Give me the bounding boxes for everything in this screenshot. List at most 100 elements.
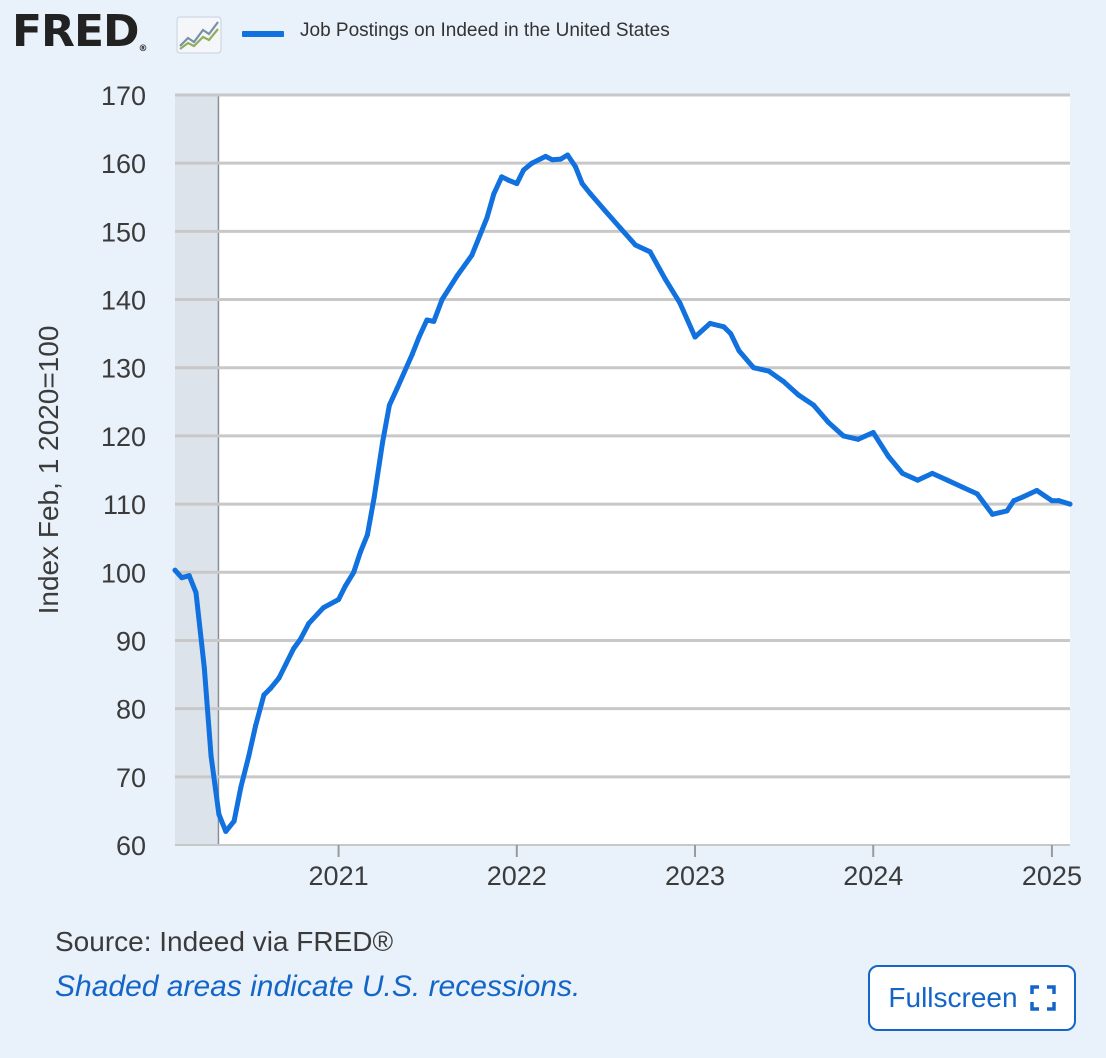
y-axis-label: Index Feb, 1 2020=100 (33, 326, 64, 615)
data-point (261, 692, 267, 698)
source-note: Source: Indeed via FRED® (55, 926, 394, 957)
y-tick-label: 130 (101, 354, 146, 384)
recession-band (175, 95, 219, 845)
data-point (186, 573, 192, 579)
data-point (766, 368, 772, 374)
data-point (617, 225, 623, 231)
fullscreen-label: Fullscreen (888, 982, 1018, 1013)
data-point (728, 331, 734, 337)
data-point (394, 385, 400, 391)
data-point (416, 334, 422, 340)
recession-note[interactable]: Shaded areas indicate U.S. recessions. (55, 970, 581, 1003)
data-point (572, 164, 578, 170)
y-tick-label: 150 (101, 217, 146, 247)
data-point (1049, 498, 1055, 504)
y-tick-label: 170 (101, 81, 146, 111)
y-tick-label: 160 (101, 149, 146, 179)
data-point (223, 828, 229, 834)
data-point (320, 605, 326, 611)
data-point (454, 273, 460, 279)
data-point (246, 753, 252, 759)
data-point (364, 532, 370, 538)
data-point (1011, 498, 1017, 504)
data-point (565, 152, 571, 158)
data-point (231, 818, 237, 824)
data-point (692, 334, 698, 340)
data-point (238, 784, 244, 790)
x-tick-label: 2023 (665, 861, 725, 891)
data-point (677, 300, 683, 306)
data-point (721, 324, 727, 330)
data-point (915, 477, 921, 483)
expand-corners-icon (1029, 985, 1056, 1011)
data-point (208, 753, 214, 759)
legend-swatch (242, 31, 284, 37)
data-point (707, 320, 713, 326)
data-point (193, 590, 199, 596)
data-point (253, 723, 259, 729)
trend-chart-icon (176, 16, 222, 54)
data-point (380, 440, 386, 446)
data-point (431, 318, 437, 324)
data-point (632, 242, 638, 248)
y-tick-label: 140 (101, 286, 146, 316)
data-point (588, 191, 594, 197)
data-point (342, 583, 348, 589)
gridlines (175, 93, 1070, 846)
data-point (276, 675, 282, 681)
y-tick-label: 110 (103, 490, 146, 520)
data-point (885, 453, 891, 459)
data-point (1004, 508, 1010, 514)
y-tick-label: 60 (116, 831, 146, 861)
x-tick-label: 2022 (487, 861, 547, 891)
data-point (959, 484, 965, 490)
y-tick-label: 100 (101, 558, 146, 588)
fullscreen-button[interactable]: Fullscreen (868, 965, 1076, 1031)
data-point (855, 436, 861, 442)
data-point (216, 811, 222, 817)
data-point (469, 252, 475, 258)
data-point (336, 597, 342, 603)
x-tick-label: 2025 (1022, 861, 1082, 891)
data-point (283, 661, 289, 667)
data-point (929, 470, 935, 476)
y-tick-label: 70 (116, 763, 146, 793)
data-point (1067, 501, 1073, 507)
data-point (505, 177, 511, 183)
fred-logo: FRED® (12, 10, 148, 54)
data-point (579, 181, 585, 187)
data-point (989, 511, 995, 517)
data-point (825, 419, 831, 425)
data-point (900, 470, 906, 476)
data-point (543, 153, 549, 159)
data-point (870, 430, 876, 435)
data-point (529, 160, 535, 166)
x-axis-ticks: 2021 2022 2023 2024 2025 (309, 845, 1082, 891)
data-point (796, 392, 802, 398)
data-point (424, 317, 430, 323)
data-point (439, 297, 445, 303)
data-point (840, 433, 846, 439)
data-point (514, 181, 520, 187)
data-point (780, 378, 786, 384)
data-point (297, 636, 303, 642)
data-point (268, 685, 274, 691)
data-point (179, 575, 185, 581)
chart-legend: Job Postings on Indeed in the United Sta… (242, 20, 670, 42)
data-point (306, 620, 312, 626)
data-point (751, 365, 757, 371)
y-tick-label: 80 (116, 695, 146, 725)
data-point (521, 167, 527, 173)
data-point (662, 276, 668, 282)
data-point (409, 351, 415, 357)
data-point (491, 191, 497, 197)
registered-mark: ® (138, 44, 148, 54)
fred-logo-text: FRED (12, 6, 140, 57)
recession-shading-group (175, 95, 220, 845)
y-axis-ticks: 60 70 80 90 100 110 120 130 140 150 160 170 (101, 81, 146, 861)
data-point (736, 348, 742, 354)
data-point (386, 402, 392, 408)
plot-area (175, 95, 1070, 845)
data-point (549, 157, 555, 163)
x-tick-label: 2021 (309, 861, 369, 891)
